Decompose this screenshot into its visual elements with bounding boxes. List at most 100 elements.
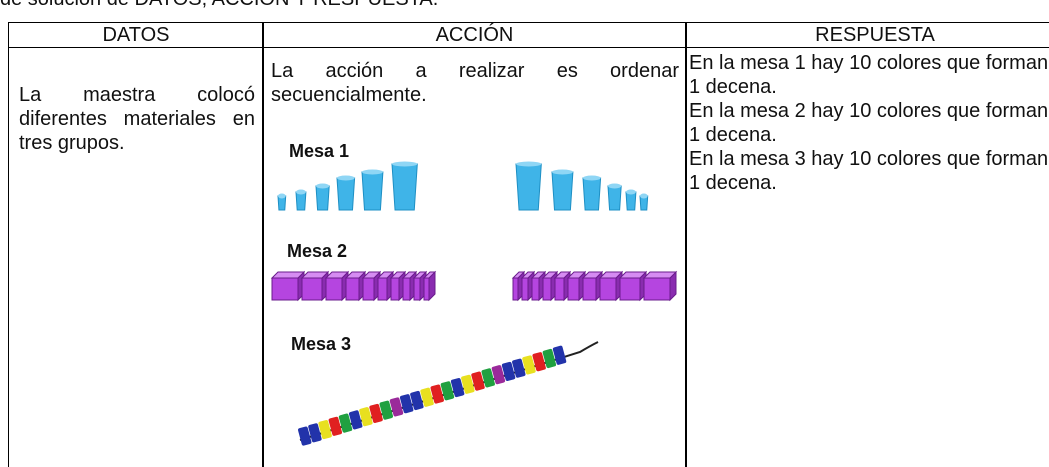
bead xyxy=(481,368,495,388)
cup xyxy=(607,185,622,211)
bead xyxy=(522,355,536,375)
box-top xyxy=(361,271,382,279)
box-top xyxy=(324,271,350,279)
bead xyxy=(328,416,343,436)
box-top xyxy=(344,271,367,279)
figure-label: Mesa 3 xyxy=(291,334,352,354)
cup-rim xyxy=(392,161,418,167)
cup xyxy=(625,191,637,211)
bead xyxy=(298,426,312,446)
caption: de solución de DATOS, ACCIÓN Y RESPUESTA… xyxy=(0,0,438,11)
box xyxy=(582,277,597,301)
figure-label: Mesa 2 xyxy=(287,241,348,261)
header-accion: ACCIÓN xyxy=(262,22,687,48)
box xyxy=(271,277,299,301)
bead xyxy=(542,348,557,369)
box-top xyxy=(520,271,536,279)
bead xyxy=(512,358,526,378)
datos-text: La maestra colocó diferentes materiales … xyxy=(19,84,255,154)
cup-rim xyxy=(337,175,355,181)
cup xyxy=(315,185,330,211)
cup-rim xyxy=(516,161,542,167)
cup-rim xyxy=(583,175,601,181)
bead xyxy=(308,423,322,443)
bead xyxy=(399,394,414,414)
bead xyxy=(420,387,434,407)
cup xyxy=(336,177,356,211)
cup xyxy=(391,163,418,211)
box xyxy=(531,277,540,301)
cup xyxy=(551,171,574,211)
header-respuesta: RESPUESTA xyxy=(685,22,1049,48)
box xyxy=(554,277,565,301)
bead xyxy=(532,352,546,372)
box-top xyxy=(553,271,572,279)
figure-label: Mesa 1 xyxy=(289,141,350,161)
bead xyxy=(491,365,506,385)
box xyxy=(413,277,421,301)
cell-datos: La maestra colocó diferentes materiales … xyxy=(8,47,264,467)
respuesta-list: En la mesa 1 hay 10 colores que forman 1… xyxy=(689,51,1049,195)
box xyxy=(512,277,519,301)
box-top xyxy=(270,271,306,279)
box xyxy=(362,277,375,301)
cell-respuesta: En la mesa 1 hay 10 colores que forman 1… xyxy=(685,47,1049,467)
box xyxy=(567,277,580,301)
bead xyxy=(410,390,424,411)
box-top xyxy=(598,271,624,279)
box xyxy=(542,277,552,301)
bead xyxy=(389,397,404,417)
cup xyxy=(295,191,307,211)
bead xyxy=(379,400,393,420)
cell-accion: La acción a realizar es ordenar secuenci… xyxy=(262,47,687,467)
box xyxy=(301,277,323,301)
cup-rim xyxy=(278,193,286,199)
bead xyxy=(501,361,516,381)
cup xyxy=(361,171,384,211)
box xyxy=(377,277,388,301)
box-top xyxy=(412,271,428,279)
box xyxy=(643,277,671,301)
cup xyxy=(515,163,542,211)
box-top xyxy=(511,271,526,279)
cup-rim xyxy=(608,183,622,189)
cup-rim xyxy=(626,189,636,195)
box xyxy=(423,277,430,301)
bead xyxy=(348,410,363,430)
bead xyxy=(338,413,353,433)
bead xyxy=(369,403,383,423)
box-top xyxy=(566,271,587,279)
box-top xyxy=(422,271,437,279)
bead xyxy=(430,384,444,404)
box xyxy=(521,277,529,301)
bead xyxy=(552,345,567,365)
box-top xyxy=(300,271,330,279)
box-top xyxy=(642,271,678,279)
box-top xyxy=(401,271,418,279)
respuesta-item: En la mesa 2 hay 10 colores que forman 1… xyxy=(689,100,1049,146)
box-top xyxy=(541,271,559,279)
box xyxy=(402,277,411,301)
bead xyxy=(318,420,332,440)
bead xyxy=(359,407,373,427)
box xyxy=(619,277,641,301)
cup-rim xyxy=(362,169,383,175)
respuesta-item: En la mesa 3 hay 10 colores que forman 1… xyxy=(689,148,1049,194)
box xyxy=(390,277,400,301)
box xyxy=(325,277,343,301)
box-top xyxy=(581,271,604,279)
bead xyxy=(471,371,485,391)
header-datos: DATOS xyxy=(8,22,264,48)
cup-rim xyxy=(316,183,330,189)
box-top xyxy=(618,271,648,279)
box-top xyxy=(389,271,407,279)
bead xyxy=(450,378,465,398)
string xyxy=(299,341,599,441)
box xyxy=(345,277,360,301)
cup-rim xyxy=(296,189,306,195)
cup xyxy=(582,177,602,211)
cup-rim xyxy=(552,169,573,175)
accion-text: La acción a realizar es ordenar secuenci… xyxy=(271,60,679,106)
